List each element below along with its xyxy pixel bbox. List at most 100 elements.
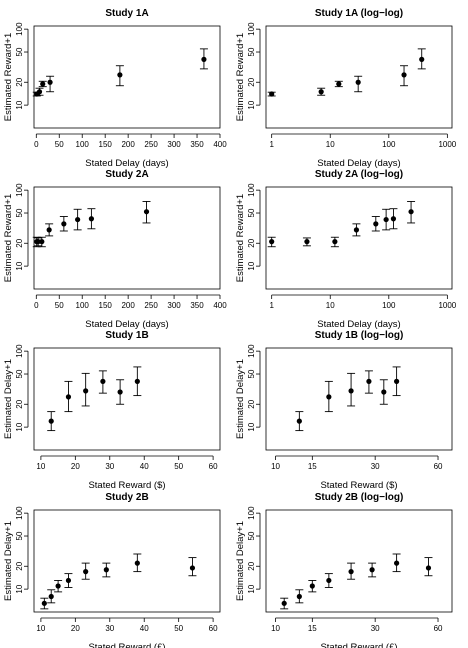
data-point [134, 378, 140, 384]
data-point [65, 577, 72, 584]
data-point [394, 378, 400, 384]
plot-frame [265, 509, 453, 613]
x-tick-label: 50 [55, 301, 64, 310]
panel-6: Study 1B (log−log) 10 15 30 60 10 20 50 100 State… [235, 330, 453, 491]
x-tick-label: 200 [121, 301, 135, 310]
data-point [46, 227, 52, 233]
x-tick-label: 350 [190, 301, 204, 310]
data-point-group [392, 553, 401, 573]
data-point-group [46, 75, 55, 93]
data-point [269, 239, 275, 245]
data-point [390, 216, 397, 222]
data-point-group [47, 589, 56, 604]
y-tick-label: 20 [247, 561, 256, 570]
data-point-group [389, 208, 398, 230]
x-tick-label: 10 [271, 462, 280, 471]
y-tick-label: 50 [247, 47, 256, 56]
x-tick-label: 400 [213, 140, 227, 149]
data-point-group [382, 208, 391, 231]
x-tick-label: 30 [105, 462, 114, 471]
panel-title: Study 1A (log−log) [315, 8, 403, 19]
data-point-group [116, 379, 125, 405]
y-axis-label: Estimated Reward+1 [235, 194, 246, 282]
y-tick-label: 10 [247, 261, 256, 270]
data-point [143, 209, 150, 215]
x-tick-label: 100 [76, 301, 90, 310]
y-tick-label: 50 [15, 47, 24, 56]
y-tick-label: 20 [15, 561, 24, 570]
data-point-group [280, 597, 289, 610]
panel-4: Study 2A (log−log) 1 10 100 1000 10 20 50 100 Sta… [235, 169, 457, 330]
data-point [41, 600, 47, 606]
data-point [83, 569, 89, 575]
panel-title: Study 2B [105, 492, 148, 503]
data-point [369, 567, 375, 573]
x-tick-label: 200 [121, 140, 135, 149]
data-point-group [47, 411, 56, 432]
data-point-group [35, 87, 44, 96]
data-point [401, 72, 407, 78]
data-point-group [407, 200, 416, 224]
y-tick-label: 20 [247, 399, 256, 408]
x-tick-label: 15 [308, 462, 317, 471]
data-point-group [59, 216, 68, 232]
data-point [373, 221, 379, 227]
x-axis-label: Stated Delay (days) [317, 319, 400, 330]
x-tick-label: 10 [326, 301, 335, 310]
data-point [326, 577, 332, 584]
data-point-group [64, 380, 73, 413]
data-point [55, 583, 61, 589]
plot-frame [265, 25, 453, 129]
panel-1: Study 1A 0 50 100 150 200 250 300 350 400 10 20 50 10… [3, 8, 227, 169]
data-point [39, 239, 45, 245]
x-tick-label: 250 [144, 301, 158, 310]
data-point [48, 593, 54, 600]
y-tick-label: 10 [247, 422, 256, 431]
panel-title: Study 2B (log−log) [315, 492, 404, 503]
y-tick-label: 10 [15, 584, 24, 593]
data-point-group [199, 48, 208, 70]
x-axis-label: Stated Reward (£) [320, 642, 397, 648]
data-point [47, 79, 53, 85]
data-point-group [347, 562, 356, 580]
x-tick-label: 150 [99, 140, 113, 149]
x-tick-label: 1000 [438, 301, 456, 310]
y-tick-label: 20 [15, 238, 24, 247]
x-tick-label: 20 [71, 462, 80, 471]
y-tick-label: 10 [247, 584, 256, 593]
data-point [40, 81, 46, 87]
x-tick-label: 150 [99, 301, 113, 310]
y-tick-label: 100 [15, 506, 24, 520]
data-point-group [364, 370, 373, 394]
data-point [348, 388, 354, 394]
y-tick-label: 20 [15, 77, 24, 86]
y-tick-label: 10 [247, 100, 256, 109]
data-point [381, 389, 387, 395]
x-tick-label: 100 [382, 140, 396, 149]
data-point-group [371, 216, 380, 232]
data-point-group [334, 80, 343, 88]
data-point [88, 216, 95, 222]
x-tick-label: 40 [140, 462, 149, 471]
data-point-group [324, 380, 333, 413]
data-point-group [98, 370, 107, 394]
plot-frame [265, 186, 453, 290]
x-tick-label: 10 [326, 140, 335, 149]
y-axis-label: Estimated Delay+1 [3, 521, 14, 601]
y-tick-label: 100 [15, 22, 24, 36]
x-tick-label: 300 [167, 140, 181, 149]
y-tick-label: 100 [247, 183, 256, 197]
data-point-group [81, 562, 90, 580]
data-point [75, 216, 81, 223]
x-axis-label: Stated Reward (£) [88, 642, 165, 648]
plot-frame [33, 186, 221, 290]
y-tick-label: 50 [247, 369, 256, 378]
data-point-group [392, 366, 401, 397]
y-axis-label: Estimated Reward+1 [3, 194, 14, 282]
data-point [36, 89, 43, 95]
data-point [103, 567, 109, 573]
data-point-group [368, 562, 377, 578]
x-tick-label: 10 [36, 624, 45, 633]
x-tick-label: 60 [434, 462, 443, 471]
